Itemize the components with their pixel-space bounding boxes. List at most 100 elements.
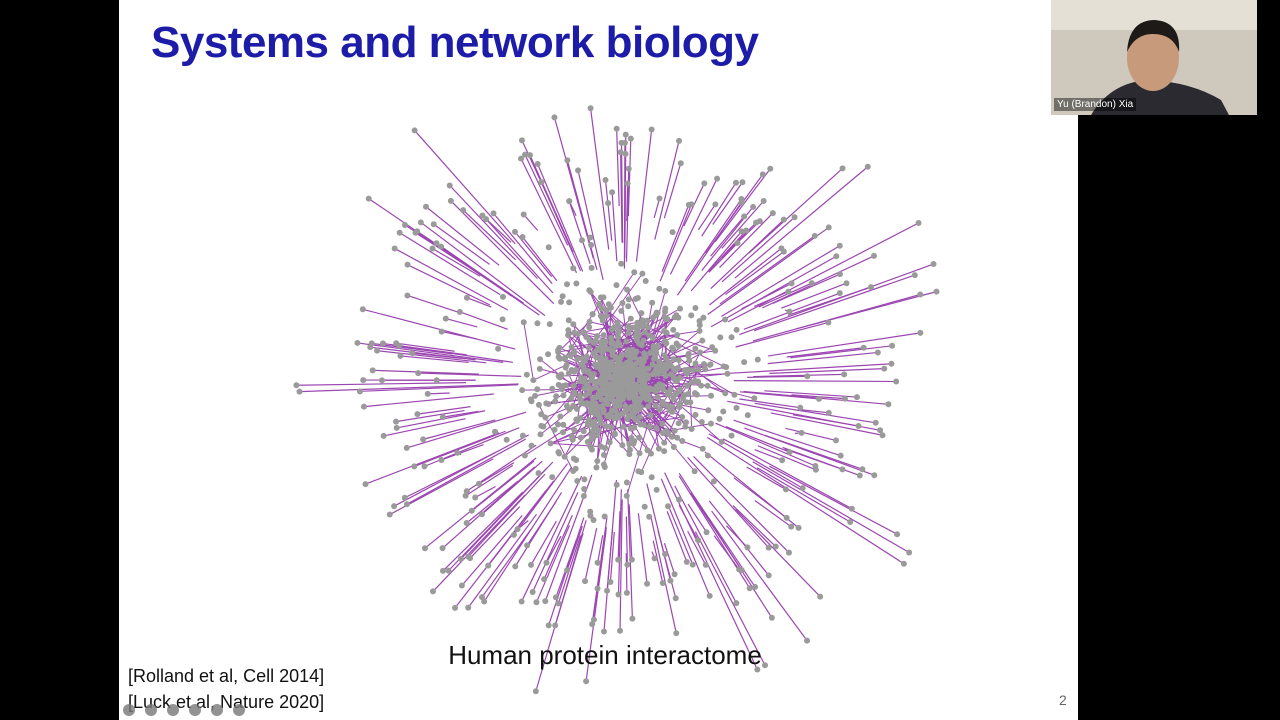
node	[598, 396, 605, 403]
node	[734, 240, 741, 247]
edge	[357, 342, 504, 363]
edge	[627, 489, 633, 619]
edge	[610, 271, 635, 308]
node	[669, 403, 676, 410]
node	[592, 400, 599, 407]
edge	[725, 251, 785, 295]
edge	[746, 466, 787, 490]
node	[874, 349, 881, 356]
node	[640, 421, 647, 428]
node	[528, 442, 535, 449]
edge	[420, 221, 546, 317]
node	[574, 477, 581, 484]
node	[411, 463, 418, 470]
edge	[433, 223, 490, 265]
edge	[781, 282, 847, 309]
node	[597, 294, 604, 301]
node	[523, 371, 530, 378]
webcam-tile: Yu (Brandon) Xia	[1051, 0, 1257, 115]
node	[577, 378, 584, 385]
node	[765, 544, 772, 551]
node	[759, 171, 766, 178]
node	[641, 503, 648, 510]
edge	[752, 461, 910, 553]
node	[479, 212, 486, 219]
node	[562, 382, 569, 389]
node	[562, 354, 569, 361]
node	[661, 314, 668, 321]
node	[871, 472, 878, 479]
edge	[466, 480, 519, 524]
edge	[483, 467, 572, 602]
edge	[799, 409, 829, 414]
edge	[441, 330, 477, 340]
node	[644, 317, 651, 324]
node	[594, 457, 601, 464]
node	[622, 403, 629, 410]
edge	[474, 485, 496, 499]
node	[438, 456, 445, 463]
edge	[666, 511, 688, 563]
edge	[523, 214, 539, 231]
node	[433, 240, 440, 247]
node	[421, 545, 428, 552]
node	[597, 365, 604, 372]
node	[653, 425, 660, 432]
node	[652, 312, 659, 319]
node	[580, 329, 587, 336]
node	[396, 229, 403, 236]
node	[699, 445, 706, 452]
node	[573, 456, 580, 463]
edge	[532, 492, 579, 593]
edge	[427, 392, 450, 395]
edge	[687, 456, 770, 549]
node	[683, 558, 690, 565]
node	[655, 445, 662, 452]
node	[401, 221, 408, 228]
edge	[445, 318, 478, 328]
node	[702, 561, 709, 568]
node	[915, 220, 922, 227]
node	[670, 326, 677, 333]
node	[689, 561, 696, 568]
node	[706, 361, 713, 368]
node	[671, 571, 678, 578]
node	[616, 358, 623, 365]
node	[572, 367, 579, 374]
edge	[627, 138, 632, 216]
node	[588, 436, 595, 443]
node	[663, 329, 670, 336]
edge	[706, 436, 905, 565]
edge	[770, 412, 883, 436]
node	[739, 179, 746, 186]
node	[630, 386, 637, 393]
node	[608, 424, 615, 431]
node	[609, 364, 616, 371]
node	[636, 321, 643, 328]
node	[703, 529, 710, 536]
node	[627, 368, 634, 375]
edge	[441, 443, 484, 461]
node	[614, 319, 621, 326]
edge	[704, 451, 799, 529]
node	[652, 402, 659, 409]
node	[589, 621, 596, 628]
edge	[732, 505, 777, 547]
node	[855, 422, 862, 429]
node	[640, 358, 647, 365]
edge	[406, 411, 527, 449]
node	[825, 409, 832, 416]
node	[683, 399, 690, 406]
edge	[739, 398, 801, 409]
node	[462, 492, 469, 499]
node	[356, 388, 363, 395]
node	[535, 470, 542, 477]
node	[659, 420, 666, 427]
node	[702, 366, 709, 373]
node	[879, 432, 886, 439]
node	[780, 216, 787, 223]
node	[369, 367, 376, 374]
edge	[734, 166, 869, 279]
node	[614, 364, 621, 371]
